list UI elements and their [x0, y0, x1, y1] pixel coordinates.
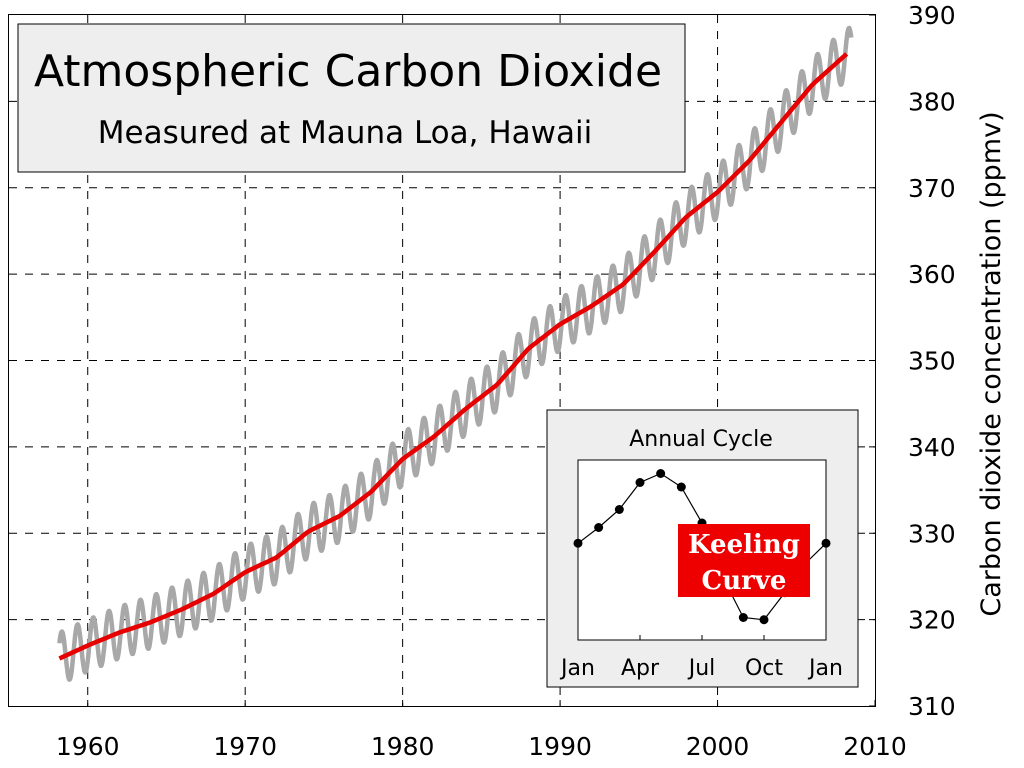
plot-frame	[8, 14, 876, 707]
inset-x-ticks: Jan Apr Jul Oct Jan	[559, 635, 843, 681]
chart-subtitle: Measured at Mauna Loa, Hawaii	[98, 115, 592, 151]
annotation-line-1: Keeling	[688, 530, 800, 560]
chart-title: Atmospheric Carbon Dioxide	[34, 46, 662, 97]
y-tick-label: 380	[908, 87, 956, 116]
inset-x-tick-label: Jan	[807, 656, 843, 681]
annual-cycle-point	[635, 478, 645, 487]
y-tick-label: 360	[908, 260, 956, 289]
x-tick-label: 2000	[686, 732, 750, 761]
y-tick-label: 350	[908, 347, 956, 376]
title-box: Atmospheric Carbon Dioxide Measured at M…	[17, 23, 686, 173]
annotation-background	[678, 524, 810, 597]
x-tick-label: 2010	[843, 732, 907, 761]
annual-cycle-point	[614, 505, 624, 514]
inset-title: Annual Cycle	[629, 427, 773, 452]
y-tick-label: 310	[908, 692, 956, 721]
inset-x-tick-label: Jul	[687, 656, 716, 681]
keeling-curve-annotation: Keeling Curve	[678, 524, 810, 597]
annual-cycle-point	[594, 523, 604, 532]
y-tick-label: 340	[908, 433, 956, 462]
y-tick-label: 330	[908, 519, 956, 548]
annual-cycle-point	[676, 482, 686, 492]
x-tick-label: 1990	[528, 732, 592, 761]
y-tick-label: 320	[908, 606, 956, 635]
annual-cycle-point	[738, 613, 748, 622]
annual-cycle-point	[759, 615, 769, 625]
annual-cycle-point	[656, 469, 666, 478]
inset-chart: Annual Cycle Jan Apr Jul Oct Jan Keeling Cur…	[546, 409, 859, 688]
inset-x-tick-label: Jan	[559, 656, 595, 681]
y-tick-label: 390	[908, 1, 956, 30]
title-box-background	[17, 23, 686, 173]
x-tick-label: 1980	[371, 732, 435, 761]
annual-cycle-point	[573, 538, 583, 548]
plot-series	[57, 25, 854, 682]
x-tick-label: 1970	[213, 732, 277, 761]
y-axis-label: Carbon dioxide concentration (ppmv)	[976, 111, 1007, 616]
inset-x-tick-label: Oct	[745, 656, 783, 681]
annual-cycle-point	[821, 538, 831, 548]
y-tick-label: 370	[908, 174, 956, 203]
annotation-line-2: Curve	[702, 566, 787, 596]
x-tick-label: 1960	[56, 732, 120, 761]
annual-average-line	[58, 52, 849, 661]
inset-x-tick-label: Apr	[621, 656, 660, 681]
